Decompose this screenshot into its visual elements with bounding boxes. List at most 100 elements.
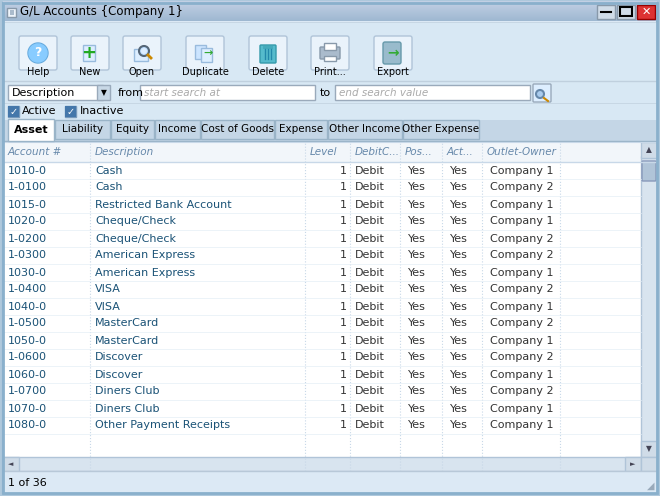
Text: Yes: Yes [450, 183, 468, 192]
Bar [7, 8, 16, 17]
Text: →: → [203, 48, 213, 58]
Text: Yes: Yes [408, 404, 426, 414]
Text: Description: Description [95, 147, 154, 157]
Bar [3, 5, 657, 6]
Text: Discover: Discover [95, 370, 143, 379]
Bar [620, 7, 632, 16]
Bar [275, 120, 327, 139]
Bar [3, 417, 641, 434]
Text: 1: 1 [340, 285, 347, 295]
Text: start search at: start search at [144, 87, 220, 98]
Bar [3, 349, 641, 366]
Bar [3, 142, 657, 471]
Text: 1: 1 [340, 183, 347, 192]
Bar [335, 85, 530, 100]
Bar [324, 56, 336, 61]
Text: Company 1: Company 1 [490, 199, 554, 209]
Text: Debit: Debit [355, 302, 385, 311]
Text: 1-0400: 1-0400 [8, 285, 47, 295]
Bar [3, 298, 641, 315]
Text: Yes: Yes [408, 216, 426, 227]
Bar [3, 366, 641, 383]
FancyBboxPatch shape [260, 45, 276, 63]
Text: 1-0500: 1-0500 [8, 318, 47, 328]
Text: Company 1: Company 1 [490, 370, 554, 379]
Text: Debit: Debit [355, 234, 385, 244]
Text: Cost of Goods: Cost of Goods [201, 124, 274, 134]
Text: Yes: Yes [408, 335, 426, 346]
FancyBboxPatch shape [123, 36, 161, 70]
Text: →: → [387, 46, 399, 60]
Bar [97, 85, 110, 100]
Text: 1040-0: 1040-0 [8, 302, 47, 311]
Bar [8, 119, 54, 141]
Text: Debit: Debit [355, 250, 385, 260]
Bar [3, 7, 657, 8]
Text: Debit: Debit [355, 421, 385, 431]
Text: 1010-0: 1010-0 [8, 166, 47, 176]
Bar [134, 49, 148, 61]
Text: ✓: ✓ [67, 107, 75, 117]
Bar [3, 230, 641, 247]
Text: Company 1: Company 1 [490, 216, 554, 227]
Bar [65, 106, 76, 117]
Text: 1: 1 [340, 250, 347, 260]
Bar [3, 2, 657, 3]
Bar [625, 457, 641, 471]
Text: 1: 1 [340, 421, 347, 431]
Text: Diners Club: Diners Club [95, 404, 160, 414]
Text: ▲: ▲ [646, 145, 652, 154]
Text: Income: Income [158, 124, 197, 134]
Bar [155, 120, 200, 139]
Text: 1060-0: 1060-0 [8, 370, 47, 379]
Text: Yes: Yes [450, 267, 468, 277]
Text: American Express: American Express [95, 267, 195, 277]
Bar [3, 9, 657, 10]
Text: Debit: Debit [355, 166, 385, 176]
Circle shape [536, 90, 544, 98]
Bar [3, 17, 657, 18]
Circle shape [139, 46, 149, 56]
Text: Diners Club: Diners Club [95, 386, 160, 396]
Text: Restricted Bank Account: Restricted Bank Account [95, 199, 232, 209]
Text: 1-0100: 1-0100 [8, 183, 47, 192]
Text: Cheque/Check: Cheque/Check [95, 234, 176, 244]
Text: Yes: Yes [450, 421, 468, 431]
Bar [55, 120, 110, 139]
Text: Yes: Yes [408, 166, 426, 176]
Text: Equity: Equity [116, 124, 149, 134]
Text: 1: 1 [340, 199, 347, 209]
Bar [3, 281, 641, 298]
FancyBboxPatch shape [642, 161, 656, 181]
Text: Yes: Yes [408, 421, 426, 431]
FancyBboxPatch shape [374, 36, 412, 70]
Text: ▼: ▼ [100, 88, 106, 97]
Bar [3, 18, 657, 19]
Bar [3, 3, 657, 4]
Bar [3, 196, 641, 213]
Bar [637, 5, 655, 19]
Text: Yes: Yes [408, 199, 426, 209]
Text: ◄: ◄ [9, 461, 14, 467]
Text: Duplicate: Duplicate [182, 67, 228, 77]
Text: Yes: Yes [408, 370, 426, 379]
Text: ◢: ◢ [647, 481, 654, 491]
Bar [8, 106, 19, 117]
Text: Company 2: Company 2 [490, 183, 554, 192]
Bar [597, 5, 615, 19]
Bar [3, 383, 641, 400]
Text: Debit: Debit [355, 404, 385, 414]
Bar [3, 20, 657, 21]
FancyBboxPatch shape [249, 36, 287, 70]
Text: VISA: VISA [95, 285, 121, 295]
Text: MasterCard: MasterCard [95, 318, 159, 328]
Text: +: + [81, 44, 96, 62]
Bar [3, 103, 657, 120]
Bar [3, 6, 657, 7]
Text: Debit: Debit [355, 285, 385, 295]
Text: Debit: Debit [355, 199, 385, 209]
Text: Delete: Delete [252, 67, 284, 77]
Text: 1-0300: 1-0300 [8, 250, 47, 260]
Bar [3, 19, 657, 20]
Bar [3, 11, 657, 12]
